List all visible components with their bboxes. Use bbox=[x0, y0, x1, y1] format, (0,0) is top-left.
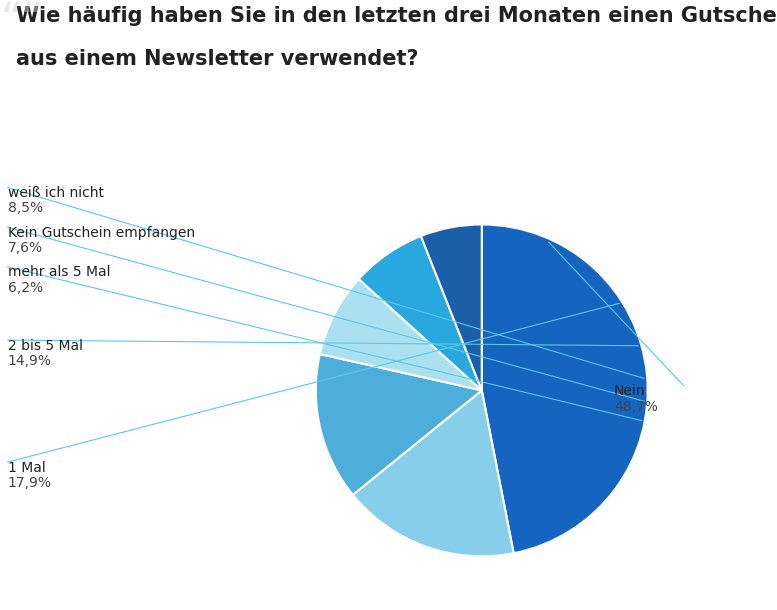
Wedge shape bbox=[482, 224, 648, 553]
Wedge shape bbox=[421, 224, 482, 390]
Text: 2 bis 5 Mal: 2 bis 5 Mal bbox=[8, 339, 83, 353]
Text: 48,7%: 48,7% bbox=[614, 400, 657, 414]
Text: Wie häufig haben Sie in den letzten drei Monaten einen Gutschein: Wie häufig haben Sie in den letzten drei… bbox=[16, 6, 777, 26]
Text: ““: ““ bbox=[0, 0, 43, 42]
Wedge shape bbox=[315, 354, 482, 495]
Wedge shape bbox=[353, 390, 514, 556]
Text: aus einem Newsletter verwendet?: aus einem Newsletter verwendet? bbox=[16, 49, 418, 69]
Text: 14,9%: 14,9% bbox=[8, 354, 52, 368]
Text: 7,6%: 7,6% bbox=[8, 241, 43, 255]
Text: 1 Mal: 1 Mal bbox=[8, 461, 46, 475]
Text: mehr als 5 Mal: mehr als 5 Mal bbox=[8, 265, 110, 279]
Text: weiß ich nicht: weiß ich nicht bbox=[8, 186, 104, 200]
Text: Kein Gutschein empfangen: Kein Gutschein empfangen bbox=[8, 226, 195, 240]
Text: 6,2%: 6,2% bbox=[8, 281, 43, 295]
Wedge shape bbox=[359, 236, 482, 390]
Wedge shape bbox=[320, 279, 482, 390]
Text: 17,9%: 17,9% bbox=[8, 476, 52, 490]
Text: 8,5%: 8,5% bbox=[8, 201, 43, 215]
Text: Nein: Nein bbox=[614, 384, 646, 398]
